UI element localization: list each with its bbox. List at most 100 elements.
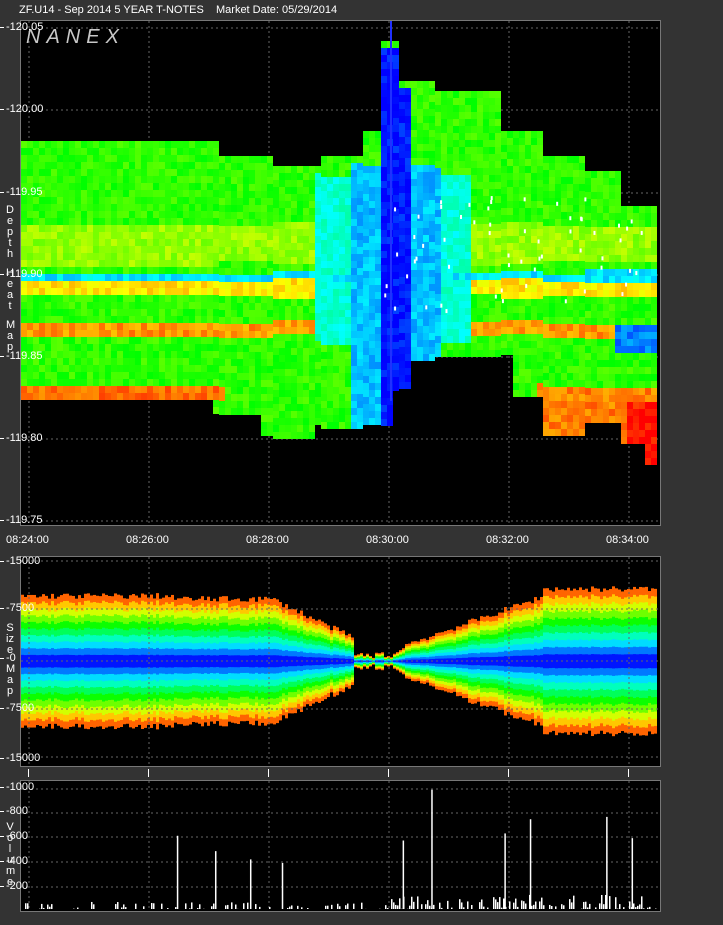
heat-cell <box>651 241 657 248</box>
heat-cell <box>537 299 543 306</box>
size-band-ask <box>51 681 54 689</box>
size-band-bid <box>30 594 33 603</box>
heat-cell <box>483 266 489 273</box>
heat-cell <box>411 186 417 193</box>
heat-cell <box>375 334 381 341</box>
size-band-ask <box>144 694 147 702</box>
heat-cell <box>105 239 111 246</box>
heat-cell <box>339 219 345 226</box>
heat-cell <box>501 201 507 208</box>
heat-cell <box>351 380 357 387</box>
heat-cell <box>75 253 81 260</box>
heat-cell <box>579 429 585 436</box>
heat-cell <box>381 349 387 356</box>
heat-cell <box>225 331 231 338</box>
heat-cell <box>171 372 177 379</box>
heat-cell <box>177 386 183 393</box>
heat-cell <box>303 250 309 257</box>
heat-cell <box>153 337 159 344</box>
heat-cell <box>81 232 87 239</box>
heat-cell <box>261 177 267 184</box>
heat-cell <box>291 313 297 320</box>
heat-cell <box>273 173 279 180</box>
heat-cell <box>357 289 363 296</box>
size-band-ask <box>78 720 81 728</box>
heat-cell <box>81 386 87 393</box>
heat-cell <box>555 352 561 359</box>
heat-cell <box>501 278 507 285</box>
heat-cell <box>303 327 309 334</box>
size-band-ask <box>54 692 57 699</box>
heat-cell <box>651 367 657 374</box>
heat-cell <box>195 218 201 225</box>
size-band-bid <box>123 629 126 637</box>
heat-cell <box>477 91 483 98</box>
heat-cell <box>429 137 435 144</box>
heat-cell <box>555 163 561 170</box>
heat-cell <box>489 280 495 287</box>
size-band-bid <box>45 641 48 649</box>
size-band-ask <box>117 680 120 689</box>
heat-cell <box>339 310 345 317</box>
heat-cell <box>171 330 177 337</box>
heat-cell <box>81 162 87 169</box>
heat-cell <box>189 260 195 267</box>
heat-cell <box>315 187 321 194</box>
heat-cell <box>423 214 429 221</box>
heat-cell <box>117 155 123 162</box>
heat-cell <box>633 353 639 360</box>
size-band-bid <box>48 654 51 662</box>
heat-cell <box>537 215 543 222</box>
heat-cell <box>519 166 525 173</box>
heat-cell <box>345 198 351 205</box>
size-band-bid <box>54 636 57 643</box>
heat-cell <box>135 141 141 148</box>
heat-cell <box>207 218 213 225</box>
heat-cell <box>183 372 189 379</box>
heat-cell <box>639 241 645 248</box>
depth-heat-panel[interactable] <box>20 20 661 526</box>
heat-cell <box>267 184 273 191</box>
heat-cell <box>393 265 399 272</box>
size-band-bid <box>33 654 36 662</box>
heat-cell <box>609 402 615 409</box>
heat-cell <box>645 269 651 276</box>
heat-cell <box>33 281 39 288</box>
heat-cell <box>609 192 615 199</box>
size-map-panel[interactable] <box>20 556 661 767</box>
size-band-ask <box>75 710 78 718</box>
heat-cell <box>231 387 237 394</box>
heat-cell <box>345 422 351 429</box>
heat-cell <box>441 343 447 350</box>
heat-cell <box>453 329 459 336</box>
size-band-ask <box>24 680 27 688</box>
heat-cell <box>285 341 291 348</box>
heat-cell <box>159 316 165 323</box>
heat-trade-mark <box>619 238 622 243</box>
heat-cell <box>153 211 159 218</box>
heat-cell <box>429 109 435 116</box>
heat-cell <box>123 197 129 204</box>
size-band-bid <box>66 654 69 662</box>
heat-cell <box>153 393 159 400</box>
heat-cell <box>615 227 621 234</box>
size-band-ask <box>51 701 54 709</box>
size-band-ask <box>75 698 78 706</box>
heat-cell <box>561 331 567 338</box>
size-band-ask <box>108 680 111 688</box>
heat-cell <box>93 148 99 155</box>
heat-cell <box>27 372 33 379</box>
size-band-bid <box>48 604 51 612</box>
heat-cell <box>75 386 81 393</box>
heat-trade-mark <box>629 268 632 273</box>
heat-cell <box>339 401 345 408</box>
heat-cell <box>333 324 339 331</box>
heat-cell <box>159 372 165 379</box>
size-band-bid <box>66 640 69 649</box>
heat-cell <box>525 243 531 250</box>
heat-cell <box>495 259 501 266</box>
heat-cell <box>159 260 165 267</box>
heat-cell <box>573 366 579 373</box>
heat-cell <box>177 379 183 386</box>
heat-cell <box>231 380 237 387</box>
